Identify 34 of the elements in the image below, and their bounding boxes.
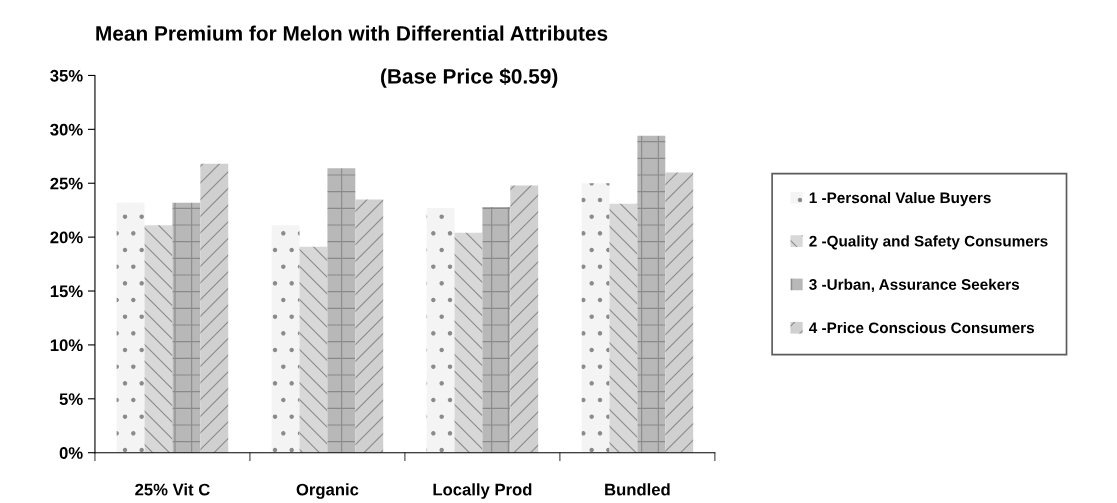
- bar: [637, 135, 666, 453]
- bar: [581, 183, 610, 453]
- bar: [454, 232, 483, 453]
- bar: [200, 163, 229, 453]
- bar: [355, 199, 384, 453]
- y-tick-label: 35%: [50, 69, 83, 82]
- y-tick-label: 10%: [50, 339, 83, 352]
- bar: [327, 168, 356, 453]
- bar: [299, 246, 328, 453]
- bar: [609, 203, 638, 453]
- bar: [144, 225, 173, 453]
- x-tick-label: Bundled: [605, 483, 670, 496]
- bar: [482, 206, 511, 453]
- chart-title: Mean Premium for Melon with Differential Attributes: [96, 25, 608, 41]
- x-tick-label: Locally Prod: [433, 483, 532, 499]
- y-tick-label: 25%: [50, 177, 83, 190]
- x-tick-label: 25% Vit C: [135, 483, 210, 496]
- y-tick-label: 15%: [50, 285, 83, 298]
- bar: [510, 185, 539, 453]
- bar: [172, 202, 201, 453]
- chart-subtitle: (Base Price $0.59): [381, 68, 558, 88]
- bar: [271, 225, 300, 453]
- y-tick-label: 20%: [50, 231, 83, 244]
- bar: [665, 172, 694, 453]
- legend-label: 3 -Urban, Assurance Seekers: [809, 278, 1020, 293]
- bar: [116, 202, 145, 453]
- y-tick-label: 0%: [59, 447, 83, 459]
- bar: [426, 208, 455, 453]
- x-tick-label: Organic: [296, 483, 359, 499]
- legend-label: 1 -Personal Value Buyers: [809, 191, 991, 207]
- y-tick-label: 30%: [50, 123, 83, 136]
- legend-label: 4 -Price Conscious Consumers: [809, 322, 1034, 334]
- legend-label: 2 -Quality and Safety Consumers: [809, 235, 1048, 250]
- y-tick-label: 5%: [59, 393, 83, 406]
